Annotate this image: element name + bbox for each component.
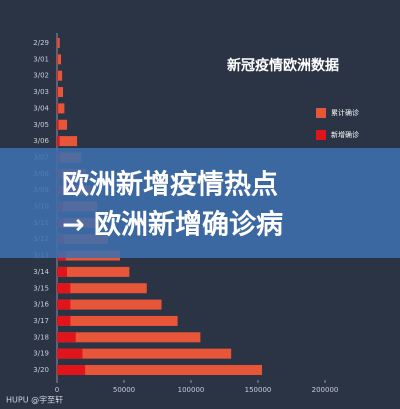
y-tick-label: 3/02 (33, 72, 49, 80)
legend-swatch (316, 108, 326, 118)
bar (57, 38, 60, 48)
bar (57, 70, 63, 81)
y-tick-label: 3/06 (33, 137, 49, 145)
x-tick-label: 100000 (178, 386, 205, 394)
bar (57, 119, 59, 130)
bar (57, 332, 76, 343)
bar (57, 283, 71, 294)
chart-title: 新冠疫情欧洲数据 (227, 57, 339, 74)
bar (57, 87, 58, 98)
legend-label: 累计确诊 (331, 108, 359, 117)
bar (57, 283, 147, 294)
bar (57, 103, 65, 114)
bar (57, 365, 263, 375)
x-tick-label: 200000 (312, 386, 339, 394)
bar (57, 54, 62, 65)
bar (57, 299, 162, 310)
bar (57, 348, 232, 359)
bar (57, 315, 71, 326)
y-tick-label: 3/03 (33, 88, 49, 96)
y-tick-label: 2/29 (33, 39, 49, 47)
y-tick-label: 3/15 (33, 284, 49, 292)
legend-label: 新增确诊 (331, 130, 359, 139)
y-tick-label: 3/16 (33, 301, 49, 309)
legend-swatch (316, 130, 326, 140)
y-tick-label: 3/05 (33, 121, 49, 129)
bar (57, 136, 78, 147)
bar (57, 87, 64, 98)
bar (57, 136, 60, 147)
bar (57, 54, 58, 65)
bar (57, 332, 201, 343)
watermark: HUPU @宇至轩 (6, 395, 63, 405)
bar (57, 348, 83, 359)
y-tick-label: 3/18 (33, 333, 49, 341)
y-tick-label: 3/01 (33, 55, 49, 63)
y-tick-label: 3/04 (33, 104, 49, 112)
bar (57, 103, 59, 114)
banner-text: → 欧洲新增确诊病 (62, 209, 283, 241)
bar (57, 266, 130, 277)
x-tick-label: 0 (55, 386, 59, 394)
x-tick-label: 150000 (245, 386, 272, 394)
y-tick-label: 3/14 (33, 268, 49, 276)
bar (57, 119, 68, 130)
bar (57, 365, 86, 375)
bar (57, 266, 68, 277)
bar (57, 70, 58, 81)
bar (57, 315, 178, 326)
bar (57, 299, 71, 310)
x-tick-label: 50000 (113, 386, 135, 394)
banner-text: 欧洲新增疫情热点 (62, 169, 278, 201)
y-tick-label: 3/17 (33, 317, 49, 325)
y-tick-label: 3/19 (33, 350, 49, 358)
banner (0, 148, 400, 258)
y-tick-label: 3/20 (33, 366, 49, 374)
